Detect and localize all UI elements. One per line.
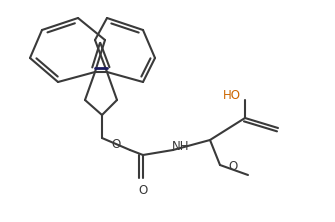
Text: O: O [138, 184, 148, 196]
Text: NH: NH [172, 141, 190, 153]
Text: O: O [111, 139, 121, 151]
Text: HO: HO [223, 89, 241, 101]
Text: O: O [228, 161, 238, 174]
